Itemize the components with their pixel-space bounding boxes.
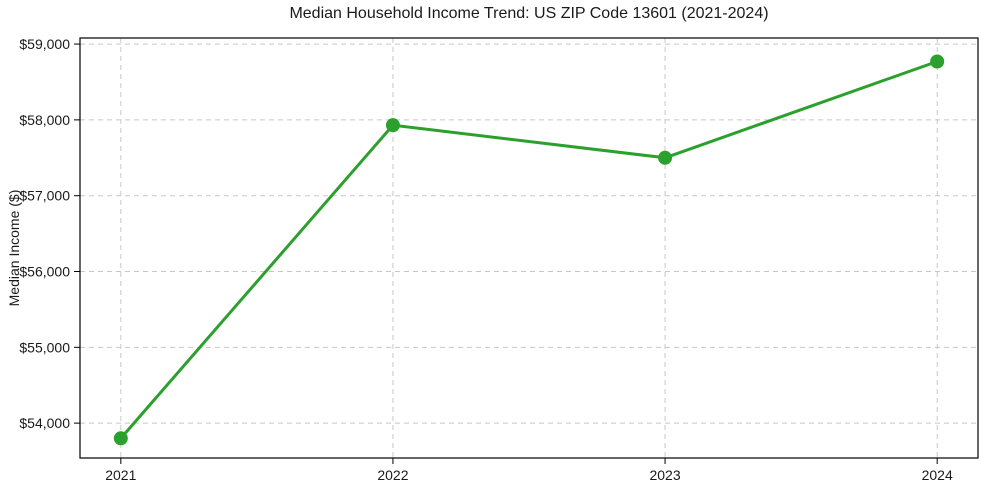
y-tick-label: $54,000 [19, 415, 70, 431]
x-tick-label: 2023 [649, 467, 680, 483]
y-axis-label: Median Income ($) [6, 189, 22, 307]
axes-frame [79, 37, 979, 459]
y-tick-label: $58,000 [19, 112, 70, 128]
x-tick-label: 2022 [377, 467, 408, 483]
trend-line [119, 60, 939, 440]
data-point-2021 [113, 431, 128, 446]
data-point-2024 [930, 54, 945, 69]
y-tick-label: $55,000 [19, 339, 70, 355]
chart-title: Median Household Income Trend: US ZIP Co… [289, 5, 769, 22]
y-tick-label: $57,000 [19, 188, 70, 204]
data-point-2022 [385, 118, 400, 133]
x-tick-label: 2021 [105, 467, 136, 483]
y-tick-label: $59,000 [19, 36, 70, 52]
data-point-2023 [658, 150, 673, 165]
y-tick-label: $56,000 [19, 264, 70, 280]
x-tick-label: 2024 [922, 467, 953, 483]
